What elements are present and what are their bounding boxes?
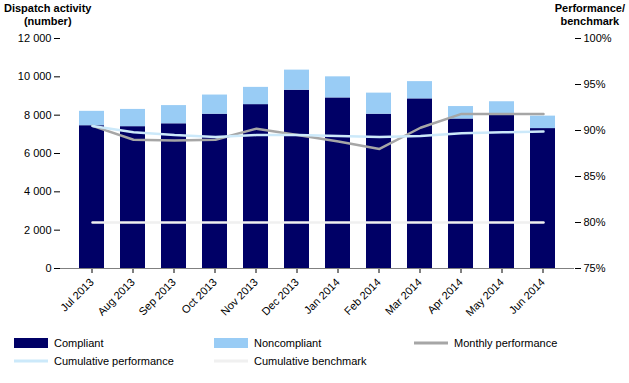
html-text:Noncompliant: Noncompliant: [254, 337, 322, 349]
html-text:Compliant: Compliant: [54, 337, 104, 349]
svg-text:Aug 2013: Aug 2013: [95, 276, 137, 318]
html-text:Cumulative benchmark: Cumulative benchmark: [254, 355, 367, 367]
html-text:Dispatch activity (number): Dispatch activity (number): [4, 2, 92, 27]
svg-text:Oct 2013: Oct 2013: [179, 276, 219, 316]
svg-text:75%: 75%: [584, 262, 606, 274]
svg-text:8 000: 8 000: [24, 109, 52, 121]
html-text:Monthly performance: Monthly performance: [454, 337, 558, 349]
svg-text:95%: 95%: [584, 78, 606, 90]
svg-text:Dec 2013: Dec 2013: [259, 276, 301, 318]
svg-text:4 000: 4 000: [24, 185, 52, 197]
svg-text:0: 0: [45, 262, 51, 274]
html-text:Cumulative performance: Cumulative performance: [54, 355, 174, 367]
svg-text:Jun 2014: Jun 2014: [506, 276, 546, 316]
svg-text:90%: 90%: [584, 124, 606, 136]
svg-text:Feb 2014: Feb 2014: [342, 276, 383, 317]
svg-text:85%: 85%: [584, 170, 606, 182]
svg-text:80%: 80%: [584, 216, 606, 228]
svg-text:6 000: 6 000: [24, 147, 52, 159]
svg-text:Sep 2013: Sep 2013: [136, 276, 178, 318]
svg-text:2 000: 2 000: [24, 224, 52, 236]
svg-text:Apr 2014: Apr 2014: [425, 276, 465, 316]
svg-text:12 000: 12 000: [18, 32, 52, 44]
svg-text:10 000: 10 000: [18, 70, 52, 82]
svg-text:May 2014: May 2014: [463, 276, 506, 319]
html-text:Performance/ benchmark: Performance/ benchmark: [554, 2, 625, 27]
svg-text:Mar 2014: Mar 2014: [383, 276, 424, 317]
svg-text:Nov 2013: Nov 2013: [218, 276, 260, 318]
svg-text:Jan 2014: Jan 2014: [301, 276, 341, 316]
svg-text:Jul 2013: Jul 2013: [58, 276, 96, 314]
svg-text:100%: 100%: [584, 32, 612, 44]
